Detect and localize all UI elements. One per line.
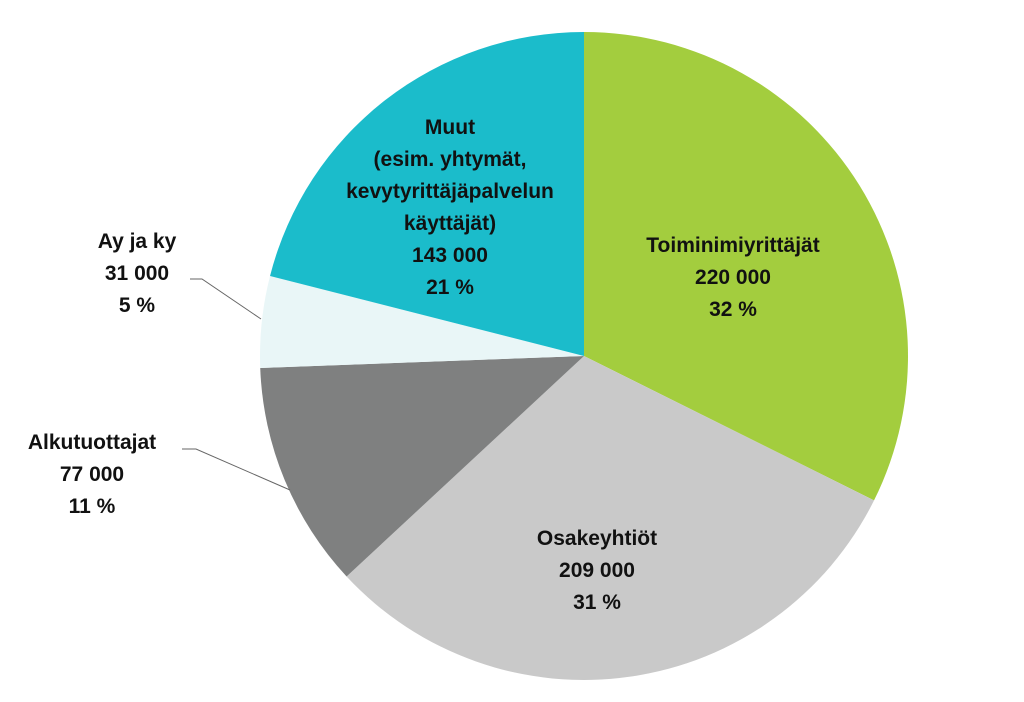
slice-percent: 32 % [709, 298, 757, 321]
slice-data-label: Ay ja ky 31 000 5 % [98, 230, 177, 317]
slice-percent: 11 % [69, 495, 116, 518]
slice-label: Osakeyhtiöt [537, 527, 657, 550]
slice-value: 220 000 [695, 266, 771, 289]
slice-data-label: Toiminimiyrittäjät 220 000 32 % [646, 234, 819, 321]
pie-slice [260, 356, 584, 577]
slice-data-label: Osakeyhtiöt 209 000 31 % [537, 527, 657, 614]
slice-value: 31 000 [105, 262, 169, 285]
slice-data-label: Muut (esim. yhtymät, kevytyrittäjäpalvelun… [346, 116, 554, 299]
slice-label: (esim. yhtymät, [374, 148, 527, 171]
leader-line [190, 278, 262, 320]
pie-slice [584, 32, 908, 501]
slice-value: 209 000 [559, 559, 635, 582]
pie-slice [270, 32, 584, 356]
slice-percent: 31 % [573, 591, 621, 614]
slice-value: 77 000 [60, 463, 124, 486]
pie-slice [346, 356, 875, 680]
slice-label: Alkutuottajat [28, 431, 156, 454]
slice-label: Ay ja ky [98, 230, 177, 253]
slice-label: käyttäjät) [404, 212, 496, 235]
slice-percent: 5 % [119, 294, 156, 317]
leader-line [182, 448, 291, 491]
slice-data-label: Alkutuottajat 77 000 11 % [28, 431, 156, 518]
slice-percent: 21 % [426, 276, 474, 299]
pie-slice [260, 276, 584, 368]
slice-value: 143 000 [412, 244, 488, 267]
slice-label: Toiminimiyrittäjät [646, 234, 819, 257]
slice-label: Muut [425, 116, 475, 139]
slice-label: kevytyrittäjäpalvelun [346, 180, 554, 203]
